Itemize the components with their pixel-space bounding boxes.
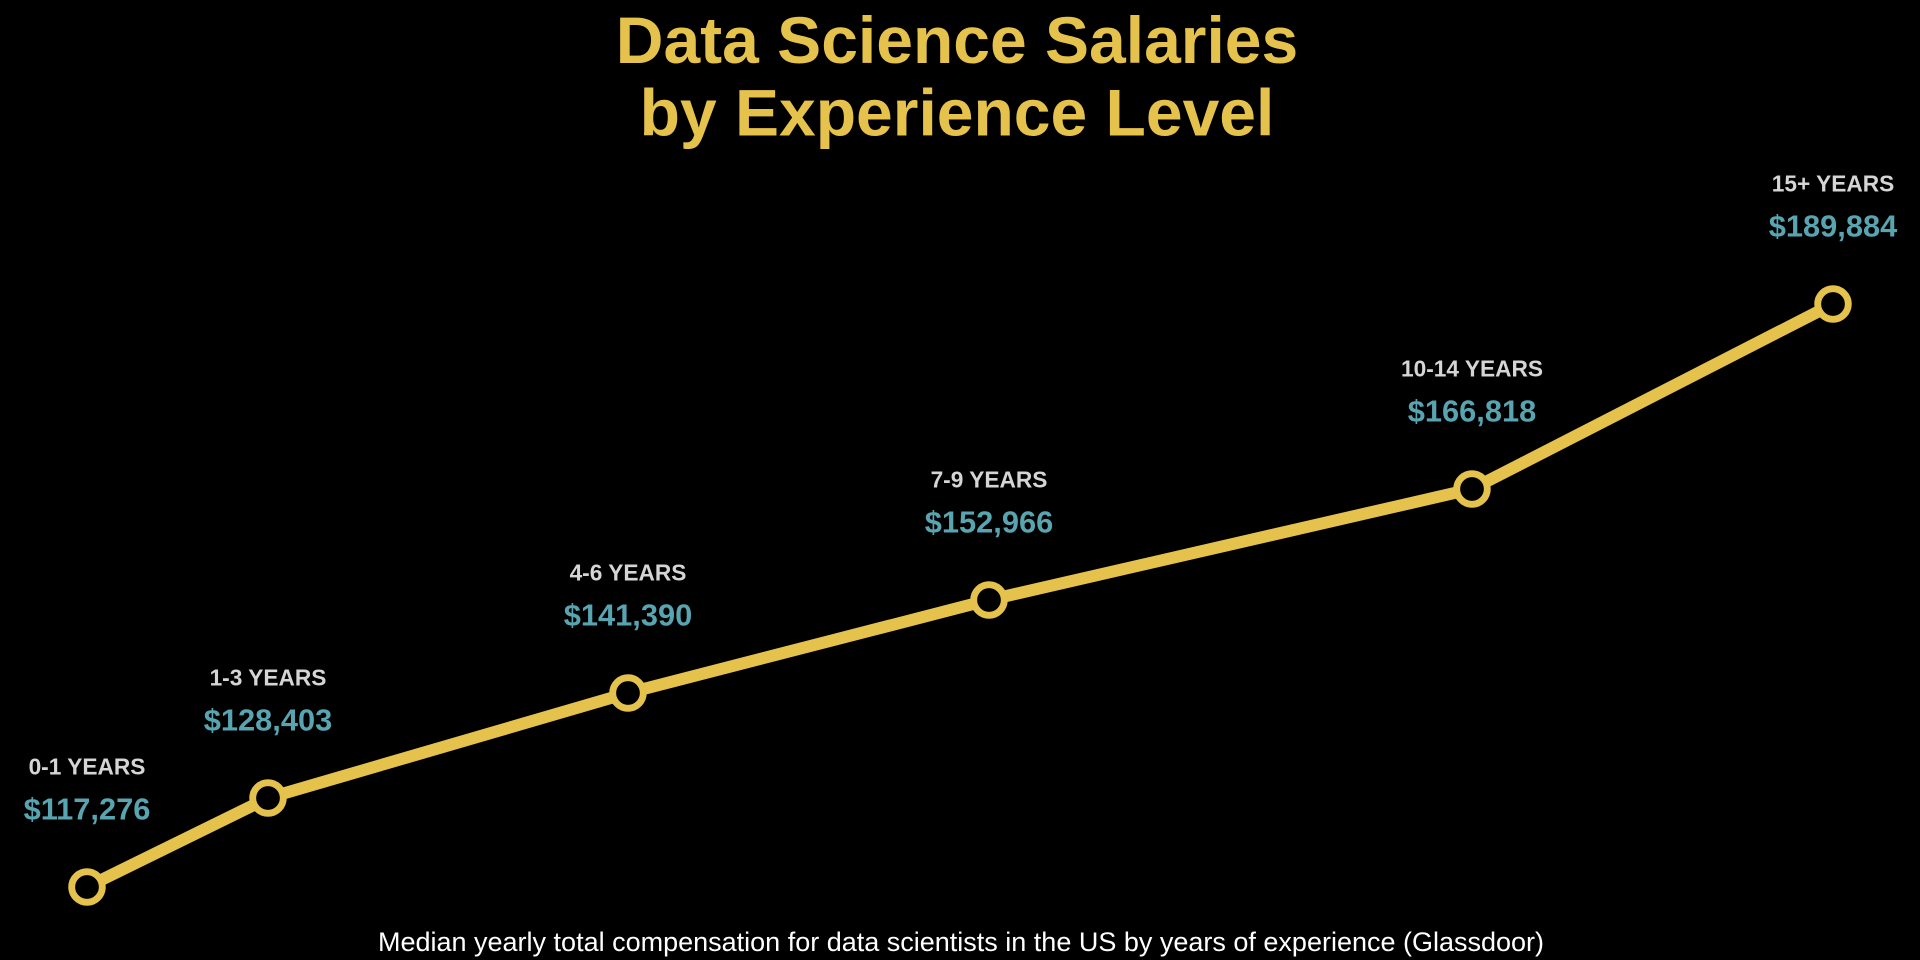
svg-text:15+ YEARS: 15+ YEARS xyxy=(1772,171,1895,197)
svg-text:Data Science Salaries: Data Science Salaries xyxy=(616,3,1298,77)
svg-text:by Experience Level: by Experience Level xyxy=(640,76,1275,150)
svg-text:1-3 YEARS: 1-3 YEARS xyxy=(210,665,327,691)
svg-text:$117,276: $117,276 xyxy=(24,792,151,827)
svg-text:$189,884: $189,884 xyxy=(1769,209,1897,244)
svg-text:7-9 YEARS: 7-9 YEARS xyxy=(931,467,1048,493)
svg-text:$128,403: $128,403 xyxy=(204,703,332,738)
svg-text:$166,818: $166,818 xyxy=(1408,394,1536,429)
svg-text:$152,966: $152,966 xyxy=(925,505,1053,540)
svg-text:10-14 YEARS: 10-14 YEARS xyxy=(1401,356,1543,382)
svg-text:4-6 YEARS: 4-6 YEARS xyxy=(570,560,687,586)
svg-text:$141,390: $141,390 xyxy=(564,598,692,633)
svg-text:0-1 YEARS: 0-1 YEARS xyxy=(29,754,146,780)
svg-text:Median yearly total compensati: Median yearly total compensation for dat… xyxy=(378,927,1544,957)
